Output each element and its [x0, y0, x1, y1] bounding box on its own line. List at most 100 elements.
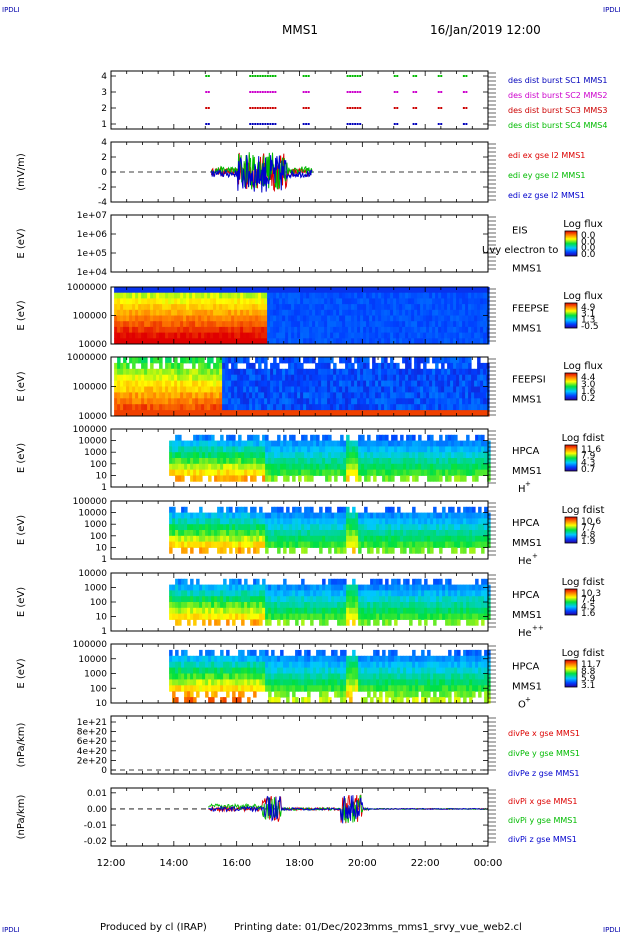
heatmap-cell	[412, 506, 416, 514]
heatmap-cell	[198, 374, 202, 382]
heatmap-cell	[459, 321, 463, 328]
heatmap-cell	[207, 404, 211, 411]
heatmap-cell	[288, 410, 292, 417]
heatmap-cell	[300, 332, 304, 339]
heatmap-cell	[190, 590, 194, 597]
heatmap-cell	[202, 434, 206, 442]
heatmap-cell	[147, 338, 151, 345]
heatmap-cell	[346, 506, 350, 514]
heatmap-cell	[331, 541, 335, 548]
heatmap-cell	[283, 590, 287, 597]
burst-mark	[440, 123, 443, 125]
heatmap-cell	[294, 321, 298, 328]
heatmap-cell	[252, 410, 256, 417]
heatmap-cell	[226, 452, 230, 459]
heatmap-cell	[363, 380, 367, 387]
heatmap-cell	[391, 518, 395, 525]
heatmap-cell	[195, 398, 199, 405]
heatmap-cell	[171, 392, 175, 399]
heatmap-cell	[294, 298, 298, 305]
heatmap-cell	[162, 332, 166, 339]
heatmap-cell	[421, 541, 425, 548]
heatmap-cell	[168, 386, 172, 393]
heatmap-cell	[342, 298, 346, 305]
heatmap-cell	[234, 287, 238, 294]
heatmap-cell	[190, 463, 194, 471]
y-tick-label: 100	[90, 532, 107, 542]
heatmap-cell	[267, 292, 271, 299]
heatmap-cell	[369, 304, 373, 311]
heatmap-cell	[223, 578, 227, 586]
heatmap-cell	[217, 446, 221, 453]
heatmap-cell	[171, 332, 175, 339]
heatmap-cell	[447, 326, 451, 334]
heatmap-cell	[258, 298, 262, 305]
heatmap-cell	[229, 541, 233, 548]
y-tick-label: 1e+06	[77, 230, 108, 240]
heatmap-cell	[430, 524, 434, 531]
heatmap-cell	[162, 321, 166, 328]
heatmap-cell	[244, 578, 248, 586]
heatmap-cell	[310, 469, 314, 476]
heatmap-cell	[319, 524, 323, 531]
heatmap-cell	[270, 386, 274, 393]
heatmap-cell	[252, 338, 256, 345]
heatmap-cell	[390, 321, 394, 328]
heatmap-cell	[451, 518, 455, 525]
heatmap-cell	[258, 287, 262, 294]
overlay-text: Uvy electron to	[482, 245, 558, 256]
heatmap-cell	[250, 524, 254, 531]
heatmap-cell	[195, 326, 199, 334]
heatmap-cell	[204, 380, 208, 387]
heatmap-cell	[478, 446, 482, 453]
heatmap-cell	[262, 541, 266, 548]
heatmap-cell	[325, 518, 329, 525]
heatmap-cell	[307, 524, 311, 531]
heatmap-cell	[457, 440, 461, 447]
heatmap-cell	[343, 518, 347, 525]
heatmap-cell	[441, 392, 445, 399]
colorbar-title: Log fdist	[562, 433, 605, 444]
burst-mark	[440, 91, 443, 93]
heatmap-cell	[312, 374, 316, 382]
heatmap-cell	[378, 332, 382, 339]
heatmap-cell	[456, 398, 460, 405]
heatmap-cell	[301, 446, 305, 453]
heatmap-cell	[189, 398, 193, 405]
heatmap-cell	[253, 584, 257, 591]
heatmap-cell	[202, 518, 206, 525]
heatmap-cell	[232, 512, 236, 519]
heatmap-cell	[420, 287, 424, 294]
heatmap-cell	[426, 338, 430, 345]
heatmap-cell	[321, 368, 325, 376]
y-tick-label: 100000	[73, 497, 108, 507]
heatmap-cell	[469, 446, 473, 453]
heatmap-cell	[387, 292, 391, 299]
heatmap-cell	[388, 518, 392, 525]
heatmap-cell	[348, 374, 352, 382]
heatmap-cell	[144, 332, 148, 339]
heatmap-cell	[408, 309, 412, 316]
heatmap-cell	[268, 512, 272, 519]
heatmap-cell	[271, 613, 275, 620]
heatmap-cell	[448, 535, 452, 543]
heatmap-cell	[262, 596, 266, 603]
heatmap-cell	[205, 440, 209, 447]
heatmap-cell	[204, 287, 208, 294]
heatmap-cell	[481, 518, 485, 525]
heatmap-cell	[481, 530, 485, 537]
heatmap-cell	[475, 530, 479, 537]
heatmap-cell	[409, 458, 413, 465]
heatmap-cell	[256, 547, 260, 554]
heatmap-cell	[144, 398, 148, 405]
heatmap-cell	[249, 386, 253, 393]
heatmap-cell	[175, 535, 179, 543]
heatmap-cell	[321, 321, 325, 328]
heatmap-cell	[406, 452, 410, 459]
heatmap-cell	[291, 292, 295, 299]
heatmap-cell	[144, 368, 148, 376]
heatmap-cell	[351, 398, 355, 405]
heatmap-cell	[237, 404, 241, 411]
heatmap-cell	[180, 298, 184, 305]
